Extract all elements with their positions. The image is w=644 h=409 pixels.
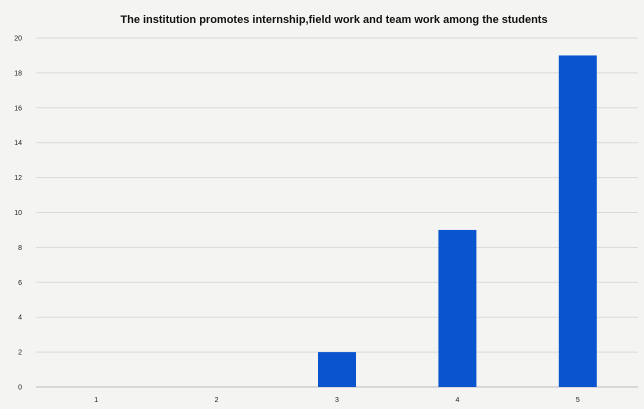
x-axis-tick-labels: 1 2 3 4 5 <box>94 397 580 404</box>
bar-3 <box>318 352 356 387</box>
chart-title: The institution promotes internship,fiel… <box>120 14 547 26</box>
y-tick-label: 20 <box>14 36 22 43</box>
gridlines <box>36 37 638 388</box>
y-tick-label: 10 <box>14 210 22 217</box>
bars <box>318 55 597 387</box>
y-tick-label: 0 <box>18 385 22 392</box>
y-axis-tick-labels: 0 2 4 6 8 10 12 14 16 18 20 <box>14 36 22 392</box>
x-tick-label: 5 <box>576 397 580 404</box>
y-tick-label: 12 <box>14 175 22 182</box>
x-tick-label: 2 <box>215 397 219 404</box>
y-tick-label: 4 <box>18 315 22 322</box>
y-tick-label: 2 <box>18 350 22 357</box>
x-tick-label: 4 <box>455 397 459 404</box>
y-tick-label: 6 <box>18 280 22 287</box>
y-tick-label: 8 <box>18 245 22 252</box>
bar-5 <box>558 55 597 387</box>
y-tick-label: 16 <box>14 105 22 112</box>
x-tick-label: 1 <box>94 397 98 404</box>
y-tick-label: 18 <box>14 70 22 77</box>
bar-4 <box>438 229 477 387</box>
y-tick-label: 14 <box>14 140 22 147</box>
x-tick-label: 3 <box>335 397 339 404</box>
